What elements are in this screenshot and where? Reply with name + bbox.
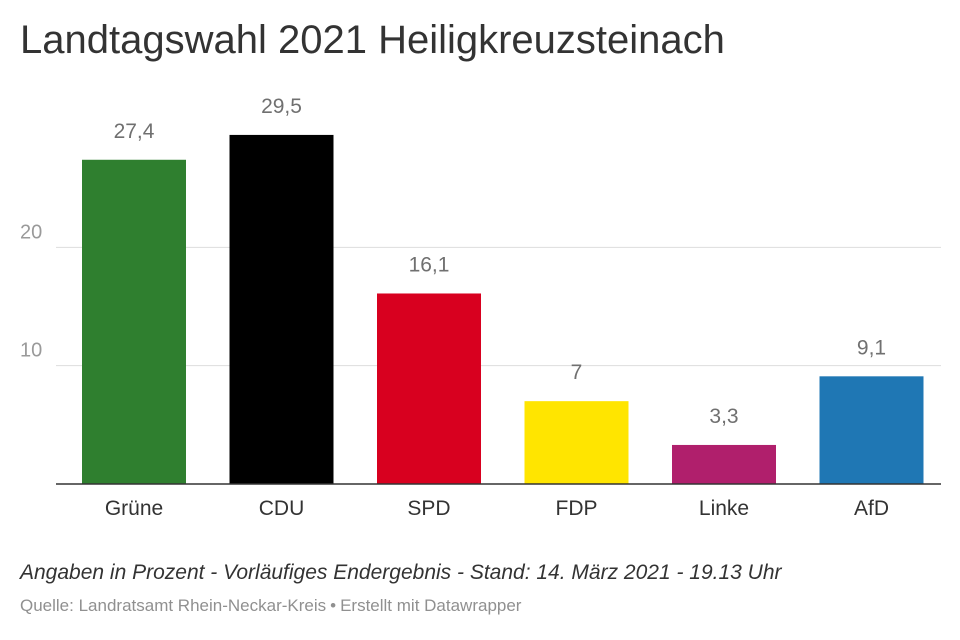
value-label: 27,4 [114, 120, 155, 143]
chart-note: Angaben in Prozent - Vorläufiges Enderge… [20, 561, 782, 584]
bar-spd [377, 293, 481, 484]
category-label: AfD [854, 497, 889, 520]
y-tick-label: 10 [20, 340, 42, 362]
source-text: Quelle: Landratsamt Rhein-Neckar-Kreis [20, 596, 327, 615]
y-tick-label: 20 [20, 221, 42, 243]
chart-title: Landtagswahl 2021 Heiligkreuzsteinach [20, 18, 725, 62]
value-label: 9,1 [857, 336, 886, 359]
value-labels: 27,4 29,5 16,1 7 3,3 9,1 [114, 95, 887, 428]
credit-text: Erstellt mit Datawrapper [340, 596, 522, 615]
bar-grüne [82, 159, 186, 484]
gridlines: 10 20 [20, 221, 941, 367]
value-label: 7 [571, 361, 583, 384]
bar-fdp [524, 401, 629, 484]
value-label: 3,3 [709, 405, 738, 428]
category-label: Linke [699, 497, 749, 520]
category-label: Grüne [105, 497, 163, 520]
bar-cdu [229, 134, 334, 484]
category-label: CDU [259, 497, 305, 520]
source-line: Quelle: Landratsamt Rhein-Neckar-Kreis • E… [20, 596, 521, 616]
value-label: 16,1 [409, 253, 450, 276]
bar-afd [819, 376, 924, 484]
bars [82, 134, 924, 484]
bar-linke [672, 444, 776, 484]
category-labels: Grüne CDU SPD FDP Linke AfD [105, 497, 889, 520]
source-separator: • [330, 596, 337, 615]
category-label: SPD [407, 497, 450, 520]
category-label: FDP [556, 497, 598, 520]
value-label: 29,5 [261, 95, 302, 118]
